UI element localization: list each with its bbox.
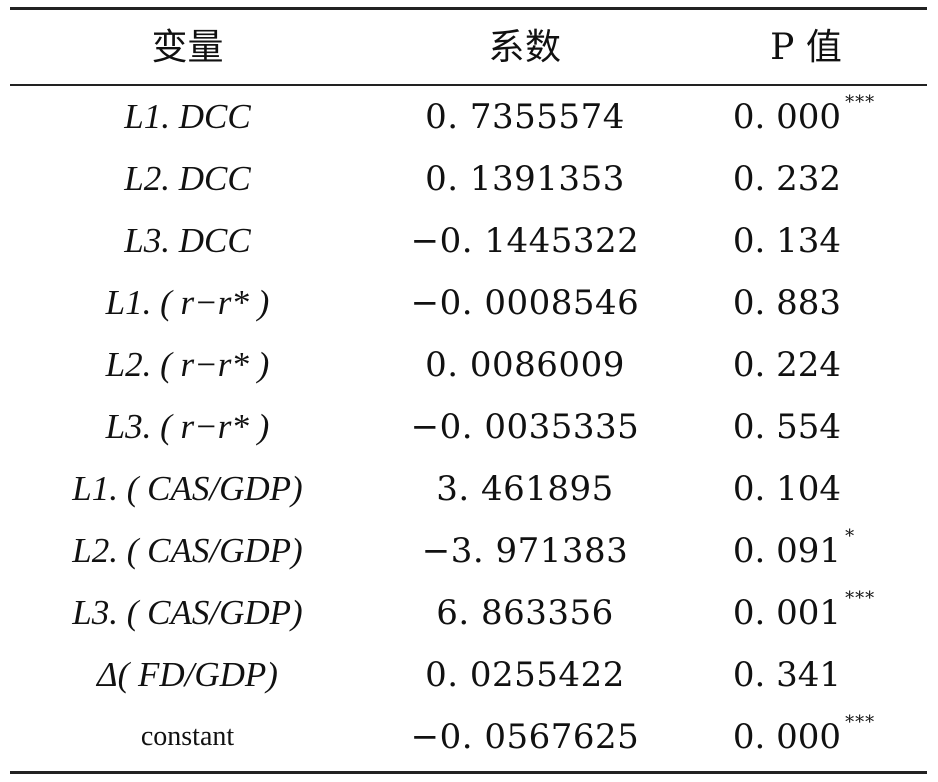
table-row: constant −0. 0567625 0. 000 *** [10, 706, 927, 768]
coefficient-cell: −0. 0567625 [410, 717, 640, 757]
table-row: L2. ( CAS/GDP) −3. 971383 0. 091 * [10, 520, 927, 582]
significance-stars: *** [845, 588, 876, 609]
coefficient-cell: −0. 0008546 [410, 283, 640, 323]
table-row: L3. ( r−r* ) −0. 0035335 0. 554 [10, 396, 927, 458]
table-row: L2. DCC 0. 1391353 0. 232 [10, 148, 927, 210]
coefficient-cell: −0. 0035335 [410, 407, 640, 447]
bottom-rule [10, 771, 927, 774]
p-value: 0. 224 [732, 345, 842, 385]
header-row: 变量 系数 P 值 [10, 10, 927, 72]
significance-stars: * [845, 526, 856, 547]
coefficient-cell: 3. 461895 [436, 469, 614, 509]
table-row: L1. ( r−r* ) −0. 0008546 0. 883 [10, 272, 927, 334]
table-row: Δ( FD/GDP) 0. 0255422 0. 341 [10, 644, 927, 706]
variable-cell: L3. ( r−r* ) [105, 407, 270, 446]
variable-cell: Δ( FD/GDP) [97, 655, 278, 694]
top-rule [10, 7, 927, 10]
variable-cell: L2. ( r−r* ) [105, 345, 270, 384]
coefficient-cell: 0. 0255422 [425, 655, 625, 695]
coefficient-cell: −0. 1445322 [410, 221, 640, 261]
significance-stars: *** [845, 712, 876, 733]
table-row: L3. DCC −0. 1445322 0. 134 [10, 210, 927, 272]
header-variable: 变量 [151, 27, 224, 68]
p-value-cell: 0. 134 [685, 210, 927, 272]
p-value-cell: 0. 554 [685, 396, 927, 458]
p-value: 0. 232 [732, 159, 842, 199]
coefficient-cell: 0. 0086009 [425, 345, 625, 385]
p-value-cell: 0. 001 *** [685, 582, 927, 644]
p-value-cell: 0. 883 [685, 272, 927, 334]
p-value: 0. 341 [732, 655, 842, 695]
coefficient-cell: −3. 971383 [421, 531, 629, 571]
variable-cell: L2. DCC [124, 159, 251, 198]
coefficient-cell: 6. 863356 [436, 593, 614, 633]
p-value-cell: 0. 000 *** [685, 86, 927, 148]
p-value-cell: 0. 232 [685, 148, 927, 210]
significance-stars: *** [845, 92, 876, 113]
variable-cell: L1. ( r−r* ) [105, 283, 270, 322]
p-value-cell: 0. 104 [685, 458, 927, 520]
p-value-cell: 0. 000 *** [685, 706, 927, 768]
table-row: L3. ( CAS/GDP) 6. 863356 0. 001 *** [10, 582, 927, 644]
header-rule [10, 84, 927, 86]
p-value-cell: 0. 091 * [685, 520, 927, 582]
variable-cell: L2. ( CAS/GDP) [72, 531, 303, 570]
variable-cell: constant [140, 721, 235, 752]
p-value: 0. 134 [732, 221, 842, 261]
coefficient-cell: 0. 1391353 [425, 159, 625, 199]
table-row: L1. DCC 0. 7355574 0. 000 *** [10, 86, 927, 148]
table-row: L1. ( CAS/GDP) 3. 461895 0. 104 [10, 458, 927, 520]
variable-cell: L3. DCC [124, 221, 251, 260]
p-value-cell: 0. 224 [685, 334, 927, 396]
p-value: 0. 000 [732, 717, 842, 757]
p-value: 0. 000 [732, 97, 842, 137]
p-value: 0. 883 [732, 283, 842, 323]
p-value: 0. 001 [732, 593, 842, 633]
header-coefficient: 系数 [488, 27, 562, 68]
header-p-value: P 值 [770, 27, 842, 68]
p-value-cell: 0. 341 [685, 644, 927, 706]
variable-cell: L3. ( CAS/GDP) [72, 593, 303, 632]
p-value: 0. 091 [732, 531, 842, 571]
coefficient-cell: 0. 7355574 [425, 97, 625, 137]
table-row: L2. ( r−r* ) 0. 0086009 0. 224 [10, 334, 927, 396]
variable-cell: L1. DCC [124, 97, 251, 136]
p-value: 0. 104 [732, 469, 842, 509]
p-value: 0. 554 [732, 407, 842, 447]
variable-cell: L1. ( CAS/GDP) [72, 469, 303, 508]
